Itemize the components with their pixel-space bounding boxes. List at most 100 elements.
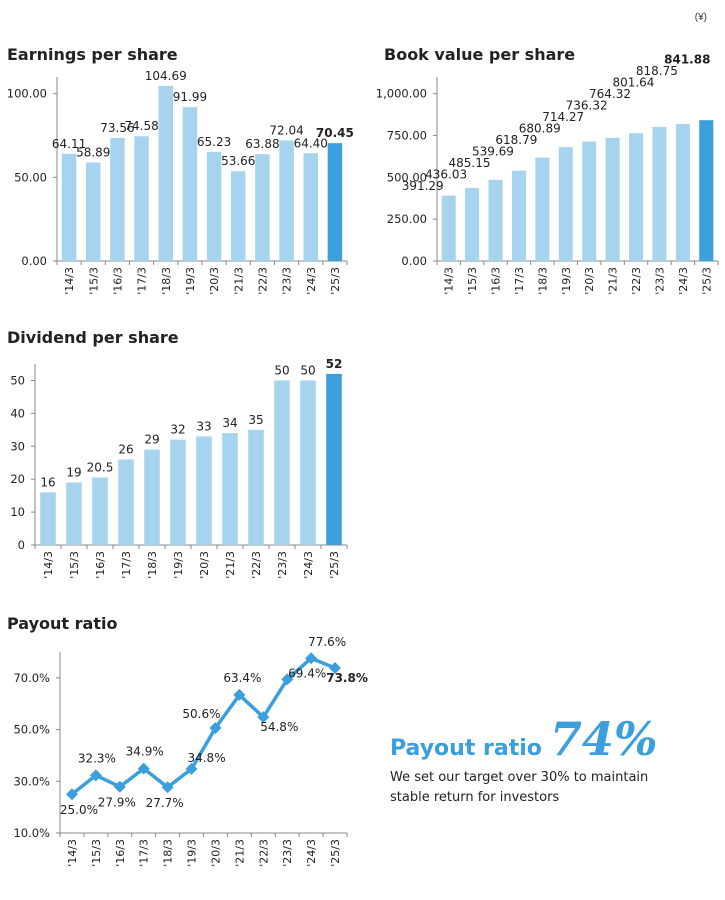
eps-x-tick-label: '25/3 xyxy=(329,267,342,295)
bvps-x-tick-label: '23/3 xyxy=(653,267,666,295)
eps-value-label: 74.58 xyxy=(124,119,158,133)
dps-bar xyxy=(300,380,316,545)
bvps-bar xyxy=(535,157,550,261)
payout-value-label: 63.4% xyxy=(223,671,261,685)
bvps-value-label: 485.15 xyxy=(449,156,491,170)
eps-bar xyxy=(303,153,318,261)
dps-value-label: 29 xyxy=(144,433,159,447)
bvps-x-tick-label: '20/3 xyxy=(583,267,596,295)
eps-value-label: 63.88 xyxy=(245,137,279,151)
dps-x-tick-label: '23/3 xyxy=(276,551,289,579)
dps-bar xyxy=(274,380,290,545)
payout-x-tick-label: '14/3 xyxy=(66,839,79,867)
dps-value-label: 33 xyxy=(196,419,211,433)
eps-value-label: 70.45 xyxy=(316,126,354,140)
dps-x-tick-label: '15/3 xyxy=(68,551,81,579)
bvps-bar xyxy=(629,133,644,261)
eps-value-label: 64.11 xyxy=(52,137,86,151)
eps-value-label: 53.66 xyxy=(221,154,255,168)
bvps-bar xyxy=(699,120,714,261)
eps-bar xyxy=(182,107,198,261)
eps-bar xyxy=(206,151,222,261)
payout-value-label: 69.4% xyxy=(288,666,326,680)
dps-bar xyxy=(222,433,238,545)
eps-value-label: 104.69 xyxy=(145,69,187,83)
payout-chart-title: Payout ratio xyxy=(7,614,118,633)
payout-value-label: 32.3% xyxy=(78,751,116,765)
payout-y-tick-label: 10.0% xyxy=(13,826,50,840)
eps-bar xyxy=(134,136,149,261)
dps-x-tick-label: '24/3 xyxy=(302,551,315,579)
payout-value-label: 34.8% xyxy=(187,751,225,765)
callout-heading: Payout ratio 74% xyxy=(390,712,710,766)
dps-x-tick-label: '19/3 xyxy=(172,551,185,579)
payout-x-tick-label: '19/3 xyxy=(186,839,199,867)
bvps-value-label: 391.29 xyxy=(402,179,444,193)
payout-x-tick-label: '15/3 xyxy=(90,839,103,867)
eps-value-label: 58.89 xyxy=(76,145,110,159)
bvps-value-label: 680.89 xyxy=(519,122,561,136)
dps-y-tick-label: 30 xyxy=(10,439,25,453)
eps-x-tick-label: '14/3 xyxy=(63,267,76,295)
eps-value-label: 72.04 xyxy=(269,123,303,137)
eps-bar xyxy=(231,171,246,261)
dps-bar xyxy=(170,439,186,545)
payout-x-tick-label: '23/3 xyxy=(281,839,294,867)
unit-note: (¥) xyxy=(694,12,707,23)
eps-bar xyxy=(327,143,343,261)
eps-x-tick-label: '20/3 xyxy=(208,267,221,295)
payout-point xyxy=(65,788,78,801)
dps-x-tick-label: '18/3 xyxy=(146,551,159,579)
payout-x-tick-label: '25/3 xyxy=(329,839,342,867)
eps-x-tick-label: '16/3 xyxy=(111,267,124,295)
callout-text: We set our target over 30% to maintain s… xyxy=(390,770,649,805)
bvps-value-label: 841.88 xyxy=(664,53,710,67)
dps-x-tick-label: '20/3 xyxy=(198,551,211,579)
payout-point xyxy=(281,673,294,686)
bvps-y-tick-label: 0.00 xyxy=(401,254,427,268)
dps-value-label: 16 xyxy=(40,475,55,489)
payout-point xyxy=(161,781,174,794)
bvps-value-label: 818.75 xyxy=(636,64,678,78)
bvps-bar xyxy=(582,141,597,261)
payout-x-tick-label: '20/3 xyxy=(209,839,222,867)
bvps-x-tick-label: '24/3 xyxy=(677,267,690,295)
eps-bar xyxy=(86,162,101,261)
dps-bar xyxy=(144,449,160,545)
payout-point xyxy=(89,769,102,782)
dps-bar xyxy=(118,459,134,545)
bvps-value-label: 539.69 xyxy=(472,145,514,159)
bvps-value-label: 618.79 xyxy=(495,133,537,147)
bvps-x-tick-label: '17/3 xyxy=(513,267,526,295)
payout-x-tick-label: '24/3 xyxy=(305,839,318,867)
bvps-x-tick-label: '14/3 xyxy=(443,267,456,295)
dps-value-label: 20.5 xyxy=(87,461,114,475)
dps-value-label: 52 xyxy=(326,357,343,371)
bvps-value-label: 436.03 xyxy=(425,168,467,182)
payout-point xyxy=(137,762,150,775)
dps-y-tick-label: 40 xyxy=(10,406,25,420)
dps-bar xyxy=(66,482,82,545)
bvps-x-tick-label: '25/3 xyxy=(700,267,713,295)
eps-bar xyxy=(255,154,270,261)
dps-bar xyxy=(40,492,56,545)
bvps-value-label: 714.27 xyxy=(542,110,584,124)
dps-value-label: 35 xyxy=(248,413,263,427)
payout-value-label: 27.7% xyxy=(146,796,184,810)
bvps-bar xyxy=(511,170,526,261)
dps-value-label: 50 xyxy=(300,363,315,377)
bvps-x-tick-label: '21/3 xyxy=(607,267,620,295)
payout-callout: Payout ratio 74% We set our target over 3… xyxy=(390,712,710,808)
callout-value: 74% xyxy=(549,712,658,766)
payout-point xyxy=(185,762,198,775)
payout-value-label: 54.8% xyxy=(260,720,298,734)
eps-value-label: 65.23 xyxy=(197,135,231,149)
bvps-x-tick-label: '22/3 xyxy=(630,267,643,295)
dps-value-label: 34 xyxy=(222,416,237,430)
eps-bar xyxy=(61,153,77,261)
bvps-x-tick-label: '18/3 xyxy=(536,267,549,295)
payout-x-tick-label: '21/3 xyxy=(233,839,246,867)
payout-x-tick-label: '22/3 xyxy=(257,839,270,867)
eps-x-tick-label: '22/3 xyxy=(256,267,269,295)
